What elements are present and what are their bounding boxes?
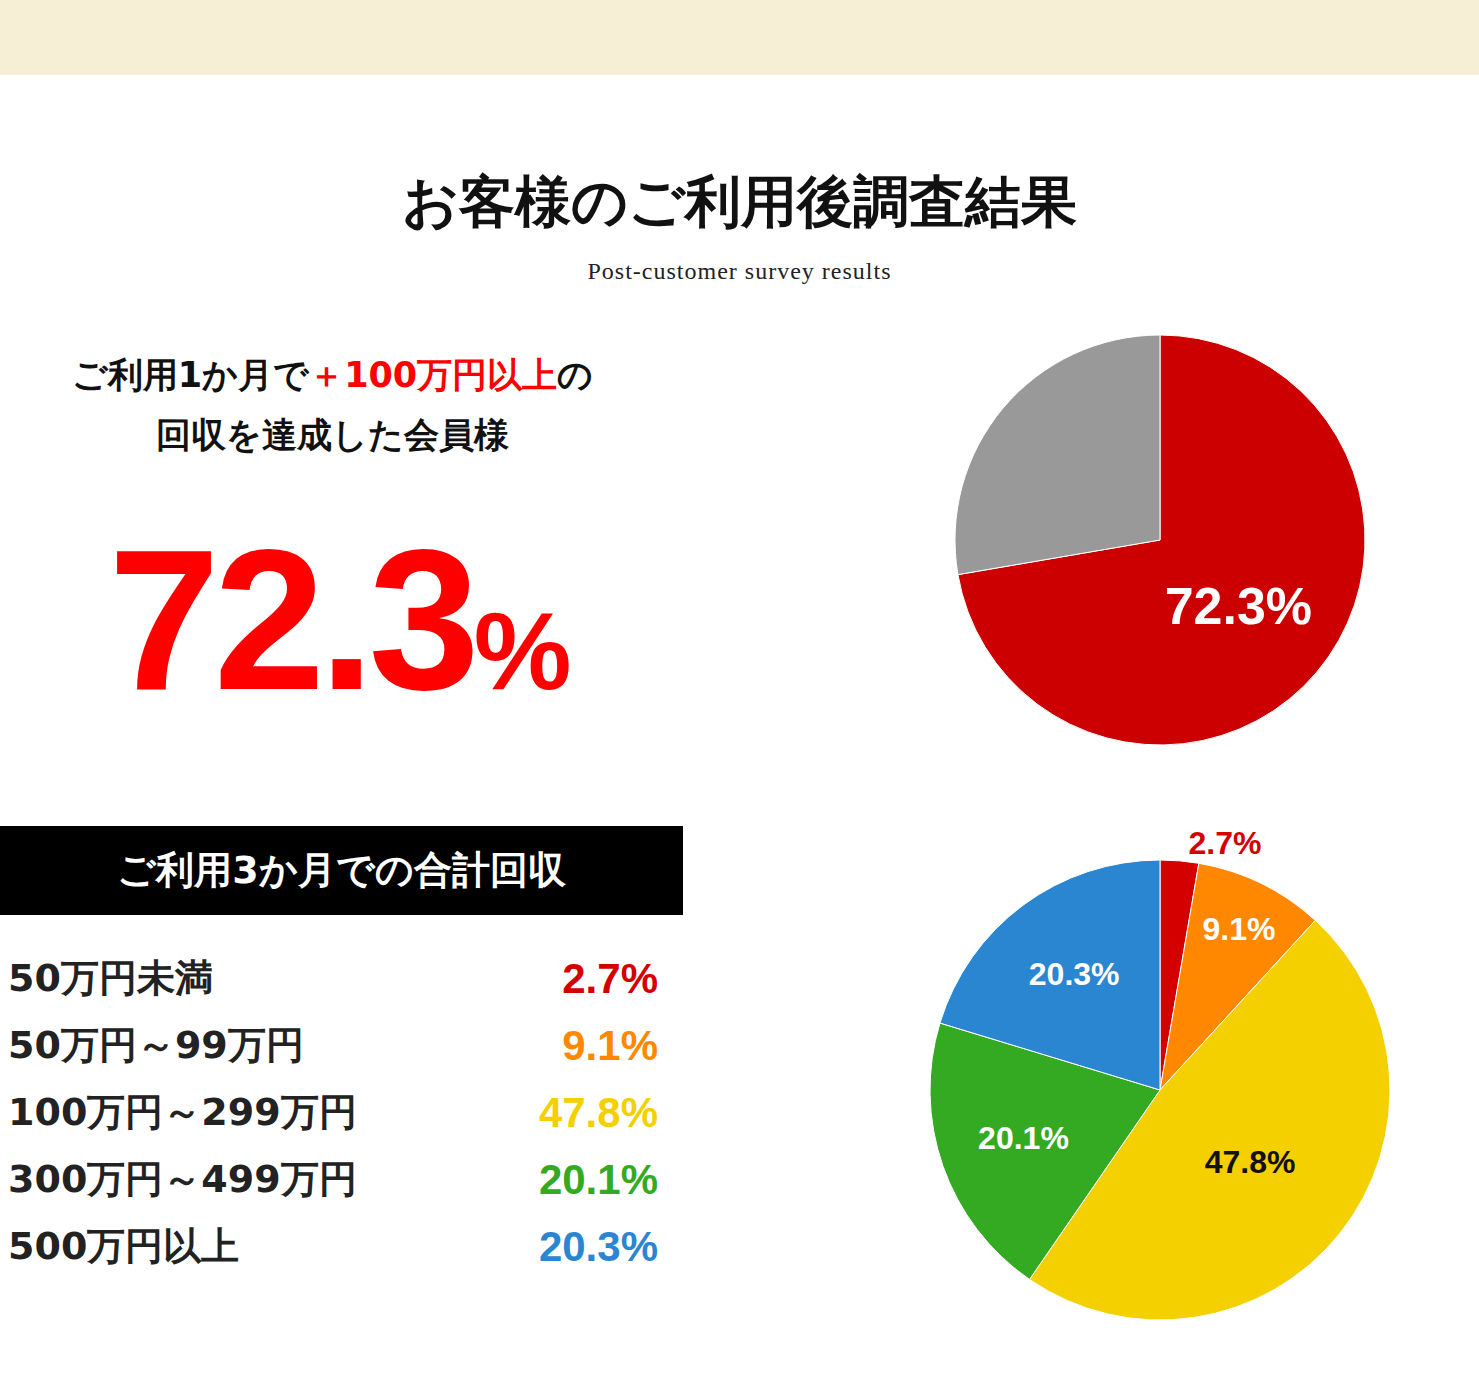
html-text:50万円～99万円: 50万円～99万円 — [8, 1023, 304, 1067]
html-text:Post-customer survey results: Post-customer survey results — [587, 258, 892, 284]
html-text:2.7%: 2.7% — [562, 955, 658, 1002]
html-text:50万円未満: 50万円未満 — [8, 956, 213, 1000]
svg-text:47.8%: 47.8% — [1205, 1144, 1296, 1180]
svg-text:9.1%: 9.1% — [1202, 911, 1275, 947]
html-text:20.1%: 20.1% — [538, 1156, 658, 1203]
html-text:72.3%: 72.3% — [108, 508, 572, 731]
html-text:20.3%: 20.3% — [538, 1223, 658, 1270]
html-text:47.8%: 47.8% — [538, 1089, 658, 1136]
html-text:500万円以上: 500万円以上 — [8, 1224, 240, 1268]
html-text:お客様のご利用後調査結果: お客様のご利用後調査結果 — [402, 168, 1077, 234]
svg-text:2.7%: 2.7% — [1188, 825, 1261, 861]
svg-text:72.3%: 72.3% — [1165, 577, 1312, 635]
html-text:ご利用1か月で＋100万円以上の: ご利用1か月で＋100万円以上の — [71, 355, 594, 395]
svg-text:20.3%: 20.3% — [1029, 956, 1120, 992]
html-text:回収を達成した会員様: 回収を達成した会員様 — [156, 415, 509, 455]
svg-text:20.1%: 20.1% — [978, 1120, 1069, 1156]
html-text:100万円～299万円: 100万円～299万円 — [8, 1090, 357, 1134]
html-text:ご利用3か月での合計回収: ご利用3か月での合計回収 — [117, 848, 566, 892]
html-text:9.1%: 9.1% — [562, 1022, 658, 1069]
html-text:300万円～499万円: 300万円～499万円 — [8, 1157, 357, 1201]
